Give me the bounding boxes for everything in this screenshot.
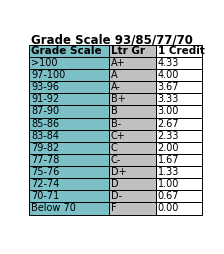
Text: 75-76: 75-76 bbox=[31, 167, 59, 177]
Text: F: F bbox=[111, 203, 116, 213]
Bar bbox=[29, 142, 109, 154]
Bar bbox=[29, 190, 109, 202]
Bar bbox=[29, 166, 109, 178]
Bar bbox=[156, 57, 202, 69]
Bar bbox=[29, 118, 109, 130]
Bar bbox=[109, 93, 156, 105]
Text: D: D bbox=[111, 179, 118, 189]
Text: 2.33: 2.33 bbox=[158, 131, 179, 141]
Bar bbox=[109, 154, 156, 166]
Text: 72-74: 72-74 bbox=[31, 179, 59, 189]
Text: C: C bbox=[111, 143, 118, 153]
Bar bbox=[109, 57, 156, 69]
Text: 3.67: 3.67 bbox=[158, 82, 179, 92]
Text: 4.00: 4.00 bbox=[158, 70, 179, 80]
Bar bbox=[29, 130, 109, 142]
Bar bbox=[29, 154, 109, 166]
Bar bbox=[156, 105, 202, 118]
Text: 0.00: 0.00 bbox=[158, 203, 179, 213]
Text: C+: C+ bbox=[111, 131, 126, 141]
Text: 1.33: 1.33 bbox=[158, 167, 179, 177]
Text: 77-78: 77-78 bbox=[31, 155, 59, 165]
Bar bbox=[156, 178, 202, 190]
Text: D+: D+ bbox=[111, 167, 126, 177]
Bar bbox=[156, 118, 202, 130]
Bar bbox=[29, 45, 109, 57]
Text: 87-90: 87-90 bbox=[31, 106, 59, 116]
Text: Ltr Gr: Ltr Gr bbox=[111, 46, 145, 56]
Bar bbox=[156, 93, 202, 105]
Text: A: A bbox=[111, 70, 117, 80]
Text: 1.67: 1.67 bbox=[158, 155, 179, 165]
Bar bbox=[156, 166, 202, 178]
Bar bbox=[109, 190, 156, 202]
Bar bbox=[156, 190, 202, 202]
Text: 93-96: 93-96 bbox=[31, 82, 59, 92]
Text: 4.33: 4.33 bbox=[158, 58, 179, 68]
Text: A+: A+ bbox=[111, 58, 125, 68]
Text: >100: >100 bbox=[31, 58, 57, 68]
Bar bbox=[109, 166, 156, 178]
Bar bbox=[156, 142, 202, 154]
Text: 1 Credit: 1 Credit bbox=[158, 46, 205, 56]
Text: Grade Scale 93/85/77/70: Grade Scale 93/85/77/70 bbox=[31, 34, 193, 46]
Text: 97-100: 97-100 bbox=[31, 70, 65, 80]
Bar bbox=[109, 69, 156, 81]
Text: Grade Scale: Grade Scale bbox=[31, 46, 101, 56]
Bar bbox=[156, 45, 202, 57]
Text: 2.00: 2.00 bbox=[158, 143, 179, 153]
Bar bbox=[156, 81, 202, 93]
Text: 79-82: 79-82 bbox=[31, 143, 59, 153]
Bar bbox=[29, 57, 109, 69]
Text: 91-92: 91-92 bbox=[31, 94, 59, 104]
Bar bbox=[29, 202, 109, 215]
Bar bbox=[109, 81, 156, 93]
Bar bbox=[29, 69, 109, 81]
Text: 3.33: 3.33 bbox=[158, 94, 179, 104]
Bar bbox=[109, 142, 156, 154]
Text: D-: D- bbox=[111, 191, 122, 201]
Bar bbox=[29, 93, 109, 105]
Text: 1.00: 1.00 bbox=[158, 179, 179, 189]
Text: Below 70: Below 70 bbox=[31, 203, 76, 213]
Bar bbox=[109, 45, 156, 57]
Text: 2.67: 2.67 bbox=[158, 119, 179, 129]
Bar bbox=[156, 130, 202, 142]
Bar bbox=[109, 202, 156, 215]
Text: B-: B- bbox=[111, 119, 121, 129]
Text: C-: C- bbox=[111, 155, 121, 165]
Bar bbox=[156, 202, 202, 215]
Bar bbox=[109, 118, 156, 130]
Text: B: B bbox=[111, 106, 118, 116]
Bar bbox=[29, 178, 109, 190]
Bar bbox=[109, 178, 156, 190]
Bar bbox=[29, 81, 109, 93]
Bar bbox=[29, 105, 109, 118]
Text: B+: B+ bbox=[111, 94, 126, 104]
Bar bbox=[156, 69, 202, 81]
Text: 3.00: 3.00 bbox=[158, 106, 179, 116]
Bar bbox=[109, 105, 156, 118]
Bar bbox=[156, 154, 202, 166]
Text: 0.67: 0.67 bbox=[158, 191, 179, 201]
Text: 83-84: 83-84 bbox=[31, 131, 59, 141]
Bar bbox=[109, 130, 156, 142]
Text: A-: A- bbox=[111, 82, 121, 92]
Text: 70-71: 70-71 bbox=[31, 191, 59, 201]
Text: 85-86: 85-86 bbox=[31, 119, 59, 129]
